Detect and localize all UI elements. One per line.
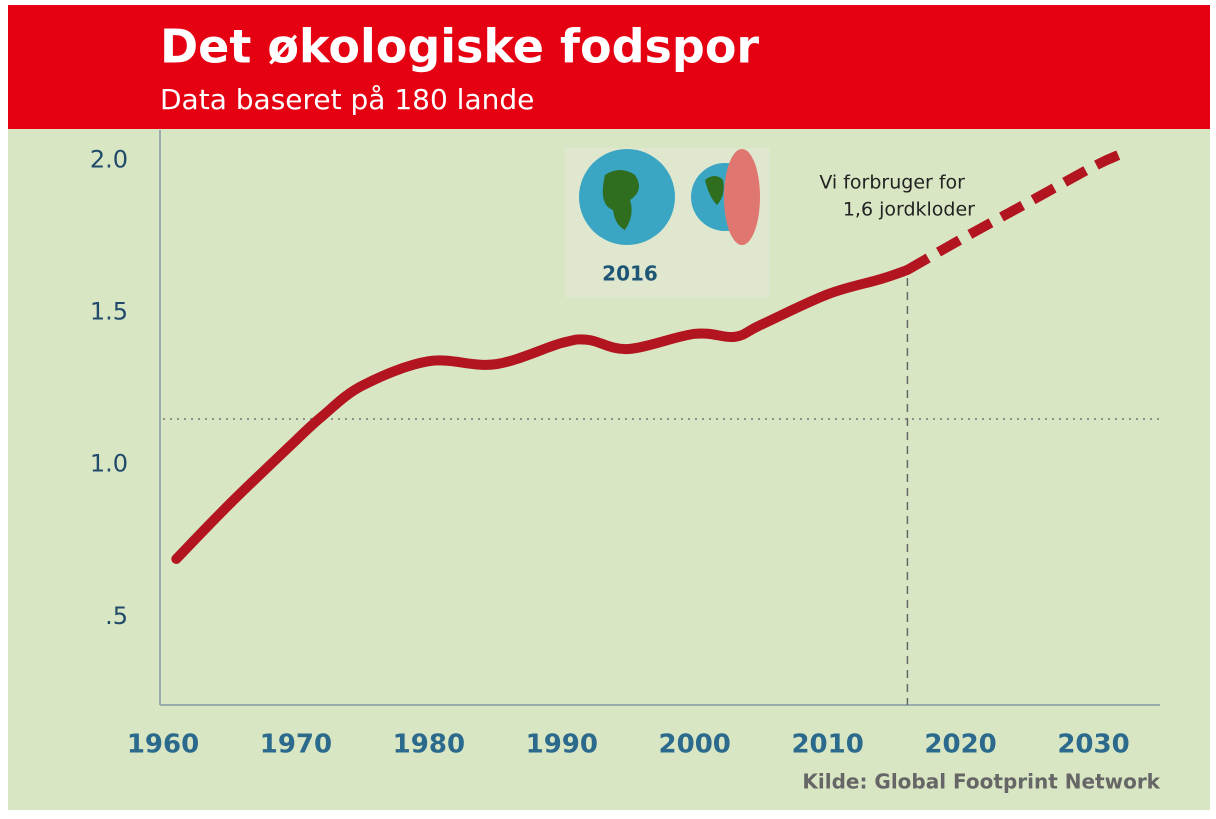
annotation: Vi forbruger for bbox=[819, 172, 965, 194]
globe-land bbox=[602, 170, 639, 230]
x-tick-label: 2030 bbox=[1057, 730, 1129, 760]
x-tick-label: 2000 bbox=[659, 730, 731, 760]
x-tick-label: 1980 bbox=[393, 730, 465, 760]
x-tick-label: 1990 bbox=[526, 730, 598, 760]
x-tick-label: 2010 bbox=[791, 730, 863, 760]
y-tick-label: .5 bbox=[105, 602, 128, 630]
y-tick-label: 1.0 bbox=[90, 450, 128, 478]
y-tick-label: 2.0 bbox=[90, 145, 128, 173]
header bbox=[8, 5, 1210, 129]
x-tick-label: 1970 bbox=[260, 730, 332, 760]
series-line bbox=[904, 149, 1123, 275]
globe-land bbox=[705, 176, 724, 205]
source: Kilde: Global Footprint Network bbox=[802, 770, 1160, 794]
annotation: 1,6 jordkloder bbox=[843, 199, 975, 221]
inset-image bbox=[565, 148, 770, 298]
globe-slice bbox=[724, 149, 760, 245]
image-label: 2016 bbox=[602, 262, 658, 286]
series-line bbox=[171, 264, 913, 564]
x-tick-label: 2020 bbox=[924, 730, 996, 760]
y-tick-label: 1.5 bbox=[90, 298, 128, 326]
background bbox=[8, 5, 1210, 810]
chart-subtitle: Data baseret på 180 lande bbox=[160, 83, 534, 116]
x-tick-label: 1960 bbox=[127, 730, 199, 760]
chart-title: Det økologiske fodspor bbox=[160, 20, 759, 74]
